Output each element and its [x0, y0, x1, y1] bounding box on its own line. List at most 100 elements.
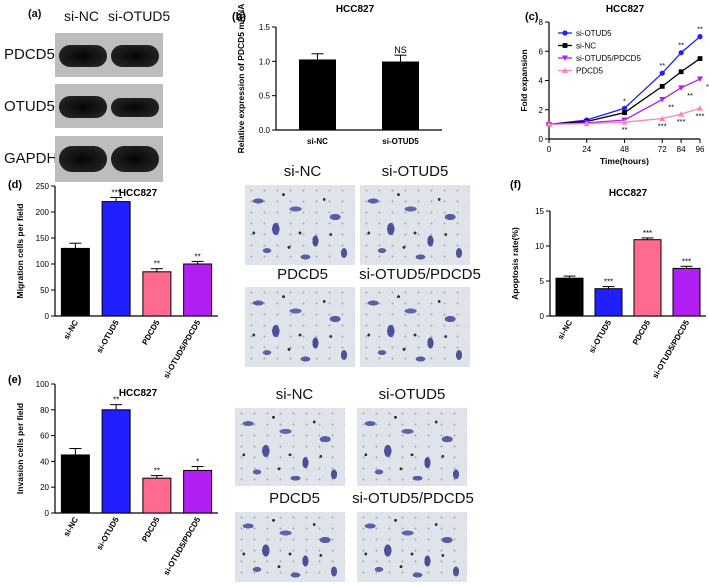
chart-apoptosis: HCC827 0 5 10 15 Apoptosis rate(%) si-NC *** si-… — [510, 188, 706, 380]
x-tick-label: si-OTUD5 — [382, 137, 419, 146]
significance-label: ** — [154, 260, 160, 269]
significance-label: *** — [677, 117, 686, 126]
y-tick-label: 8 — [539, 18, 544, 27]
chart-title: HCC827 — [336, 4, 375, 15]
migration-image-pdcd5 — [245, 287, 355, 367]
x-tick-label: PDCD5 — [140, 515, 162, 543]
y-tick-label: 20 — [40, 483, 49, 492]
y-tick-label: 0.5 — [259, 92, 271, 101]
y-axis-label: Migration cells per field — [15, 204, 25, 299]
migration-image-si-nc — [245, 185, 355, 265]
y-tick-label: 1.5 — [259, 23, 271, 32]
x-tick-label: si-NC — [62, 515, 80, 538]
x-tick-label: si-OTUD5/PDCD5 — [162, 318, 203, 380]
bar-pdcd5 — [142, 271, 172, 317]
chart-pdcd5-mrna: HCC827 0.0 0.5 1.0 1.5 Relative expression of… — [236, 4, 442, 154]
legend-label: si-OTUD5 — [576, 29, 612, 38]
y-tick-label: 40 — [40, 457, 49, 466]
y-tick-label: 10 — [535, 242, 544, 251]
x-tick-label: 24 — [582, 145, 591, 154]
legend-marker — [562, 30, 568, 36]
data-point — [697, 56, 703, 61]
blot-image-pdcd5 — [55, 33, 163, 77]
migration-image-si-otud5-pdcd5 — [360, 287, 470, 367]
data-point — [678, 50, 684, 56]
blot-row-label-pdcd5: PDCD5 — [4, 46, 55, 63]
y-tick-label: 0 — [45, 312, 50, 321]
data-point — [659, 115, 666, 122]
y-tick-label: 0 — [539, 135, 544, 144]
blot-row-label-gapdh: GAPDH — [4, 150, 58, 167]
significance-label: ** — [659, 61, 665, 70]
bar-pdcd5 — [142, 477, 172, 514]
x-tick-label: si-NC — [556, 318, 574, 341]
bar-si-nc — [555, 277, 584, 317]
bar-si-otud5-pdcd5 — [183, 469, 213, 514]
y-tick-label: 2 — [539, 106, 544, 115]
data-point — [621, 105, 628, 111]
legend-label: si-OTUD5/PDCD5 — [576, 54, 641, 63]
y-tick-label: 6 — [539, 47, 544, 56]
panel-label-c: (c) — [525, 11, 539, 23]
x-tick-label: 84 — [677, 145, 686, 154]
panel-label-a: (a) — [28, 8, 42, 20]
y-tick-label: 150 — [36, 234, 50, 243]
y-tick-label: 80 — [40, 406, 49, 415]
x-tick-label: si-OTUD5/PDCD5 — [162, 515, 203, 577]
significance-label: ** — [687, 91, 693, 100]
legend-marker — [562, 67, 568, 73]
series-line-pdcd5 — [548, 107, 701, 126]
x-tick-label: 0 — [547, 145, 552, 154]
migration-image-si-otud5 — [360, 185, 470, 265]
migration-image-label-si-nc: si-NC — [283, 163, 322, 180]
y-axis-label: Fold expansion — [519, 49, 529, 111]
y-tick-label: 200 — [36, 208, 50, 217]
significance-label: ** — [113, 396, 119, 405]
bar-si-otud5-pdcd5 — [183, 263, 213, 317]
invasion-image-label-pdcd5: PDCD5 — [269, 490, 320, 507]
x-tick-label: si-OTUD5 — [587, 318, 613, 355]
data-point — [546, 121, 552, 127]
legend-marker — [562, 43, 568, 48]
series-line-si-otud5 — [548, 36, 701, 126]
significance-label: NS — [394, 45, 407, 55]
x-tick-label: si-OTUD5 — [95, 318, 121, 355]
bar-pdcd5 — [633, 239, 662, 317]
legend-marker — [562, 55, 568, 61]
data-point — [678, 111, 685, 117]
bar-si-otud5 — [101, 409, 131, 514]
y-axis-label: Apoptosis rate(%) — [510, 227, 520, 300]
blot-column-label-si-nc: si-NC — [64, 8, 99, 24]
blot-row-label-otud5: OTUD5 — [4, 98, 55, 115]
invasion-image-si-nc — [235, 408, 345, 486]
bar-si-nc — [60, 454, 90, 514]
data-point — [678, 69, 684, 75]
chart-migration: HCC827 0 50 100 150 200 250 Migration cells per… — [15, 182, 218, 380]
x-tick-label: 48 — [620, 145, 629, 154]
data-point — [659, 70, 665, 76]
blot-column-label-si-otud5: si-OTUD5 — [108, 8, 171, 24]
x-tick-label: si-NC — [307, 137, 328, 146]
significance-label: *** — [658, 122, 667, 131]
invasion-image-si-otud5 — [357, 408, 467, 486]
invasion-image-label-si-otud5-pdcd5: si-OTUD5/PDCD5 — [352, 490, 474, 507]
migration-image-label-pdcd5: PDCD5 — [277, 266, 328, 283]
y-axis-label: Relative expression of PDCD5 mRNA — [236, 4, 246, 154]
x-axis-label: Time(hours) — [600, 156, 649, 166]
significance-label: * — [196, 458, 199, 467]
series-line-si-nc — [548, 58, 701, 126]
data-point — [583, 120, 590, 127]
invasion-image-label-si-nc: si-NC — [275, 386, 314, 403]
y-tick-label: 50 — [40, 286, 49, 295]
y-tick-label: 250 — [36, 182, 50, 191]
bar-si-otud5 — [101, 201, 131, 317]
y-tick-label: 0.0 — [259, 126, 271, 135]
significance-label: ** — [195, 252, 201, 261]
significance-label: ** — [706, 82, 709, 91]
y-tick-label: 4 — [539, 77, 544, 86]
y-tick-label: 1.0 — [259, 57, 271, 66]
y-tick-label: 5 — [540, 277, 545, 286]
y-axis-label: Invasion cells per field — [15, 403, 25, 494]
